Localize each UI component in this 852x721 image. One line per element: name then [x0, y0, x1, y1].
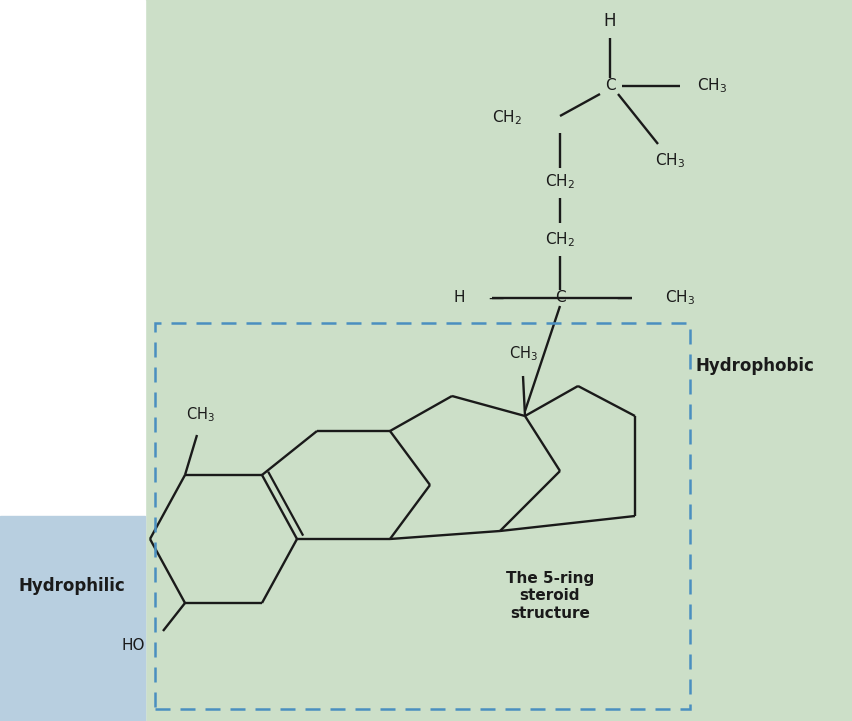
Text: C: C	[604, 79, 614, 94]
Text: H: H	[603, 12, 615, 30]
Text: C: C	[554, 291, 565, 306]
Text: CH$_2$: CH$_2$	[544, 231, 574, 249]
Text: CH$_3$: CH$_3$	[696, 76, 726, 95]
Bar	[155, 323, 689, 709]
Bar	[145, 0, 852, 721]
Text: H: H	[453, 291, 464, 306]
Text: CH$_3$: CH$_3$	[654, 151, 684, 170]
Text: HO: HO	[121, 637, 145, 653]
Text: CH$_3$: CH$_3$	[665, 288, 694, 307]
Text: CH$_3$: CH$_3$	[508, 345, 537, 363]
Text: Hydrophobic: Hydrophobic	[694, 357, 814, 375]
Bar	[0, 0, 145, 721]
Text: —: —	[487, 291, 503, 306]
Text: The 5-ring
steroid
structure: The 5-ring steroid structure	[505, 571, 594, 621]
Text: Hydrophilic: Hydrophilic	[19, 577, 125, 595]
Text: CH$_3$: CH$_3$	[185, 406, 214, 425]
Text: CH$_2$: CH$_2$	[544, 172, 574, 191]
Bar	[0, 516, 145, 721]
Text: —: —	[616, 291, 631, 306]
Text: CH$_2$: CH$_2$	[492, 109, 521, 128]
